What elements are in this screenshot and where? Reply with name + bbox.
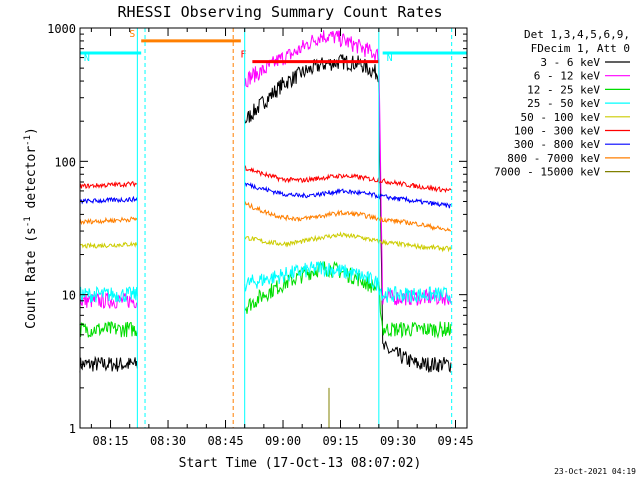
y-axis-label-part-2: detector (24, 146, 39, 217)
series-line-6 (79, 165, 452, 194)
y-tick-label-2: 10 (62, 289, 76, 303)
marker-layer (136, 28, 453, 428)
x-tick-label-2: 08:30 (150, 434, 186, 448)
series-layer (79, 30, 452, 428)
flag-label-4: F (240, 50, 246, 61)
legend-item-label-2: 6 - 12 keV (534, 70, 601, 83)
y-axis-label: Count Rate (s-1 detector-1) (23, 127, 39, 329)
series-line-8 (79, 201, 452, 232)
legend: Det 1,3,4,5,6,9,FDecim 1, Att 03 - 6 keV… (494, 28, 630, 179)
series-line-4 (79, 260, 452, 304)
series-line-7 (79, 182, 452, 209)
generation-timestamp: 23-Oct-2021 04:19 (554, 467, 636, 476)
axis-layer: 08:15 08:30 08:45 09:00 09:15 09:30 09:45 1 10 10… (47, 22, 473, 448)
x-tick-label-4: 09:00 (265, 434, 301, 448)
series-line-5 (79, 231, 452, 253)
legend-item-label-3: 12 - 25 keV (527, 83, 600, 96)
legend-item-label-5: 50 - 100 keV (521, 111, 601, 124)
legend-item-label-4: 25 - 50 keV (527, 97, 600, 110)
y-axis-label-sup-1: -1 (23, 216, 33, 227)
x-tick-label-1: 08:15 (92, 434, 128, 448)
flag-label-1: S (129, 29, 135, 40)
flag-label-2: N (84, 53, 90, 64)
series-line-2 (79, 30, 452, 309)
legend-item-label-1: 3 - 6 keV (540, 56, 600, 69)
x-tick-label-7: 09:45 (437, 434, 473, 448)
y-tick-label-1: 1 (69, 422, 76, 436)
chart-title: RHESSI Observing Summary Count Rates (117, 3, 442, 21)
legend-item-label-8: 800 - 7000 keV (507, 152, 600, 165)
legend-header-line-1: Det 1,3,4,5,6,9, (524, 28, 630, 41)
x-axis-label: Start Time (17-Oct-13 08:07:02) (179, 456, 422, 471)
flag-layer: S N N F (79, 29, 467, 64)
flag-label-3: N (387, 53, 393, 64)
y-axis-label-part-3: ) (24, 127, 39, 135)
legend-item-label-7: 300 - 800 keV (514, 138, 600, 151)
legend-item-label-6: 100 - 300 keV (514, 125, 600, 138)
legend-header-line-2: FDecim 1, Att 0 (531, 42, 630, 55)
y-axis-label-part-1: Count Rate (s (24, 227, 39, 329)
series-line-1 (79, 54, 452, 374)
y-tick-label-4: 1000 (47, 22, 76, 36)
x-tick-label-5: 09:15 (322, 434, 358, 448)
x-tick-label-6: 09:30 (380, 434, 416, 448)
legend-item-label-9: 7000 - 15000 keV (494, 166, 600, 179)
x-tick-label-3: 08:45 (207, 434, 243, 448)
plot-frame (79, 27, 468, 429)
y-axis-label-sup-2: -1 (23, 135, 33, 146)
y-tick-label-3: 100 (54, 155, 76, 169)
